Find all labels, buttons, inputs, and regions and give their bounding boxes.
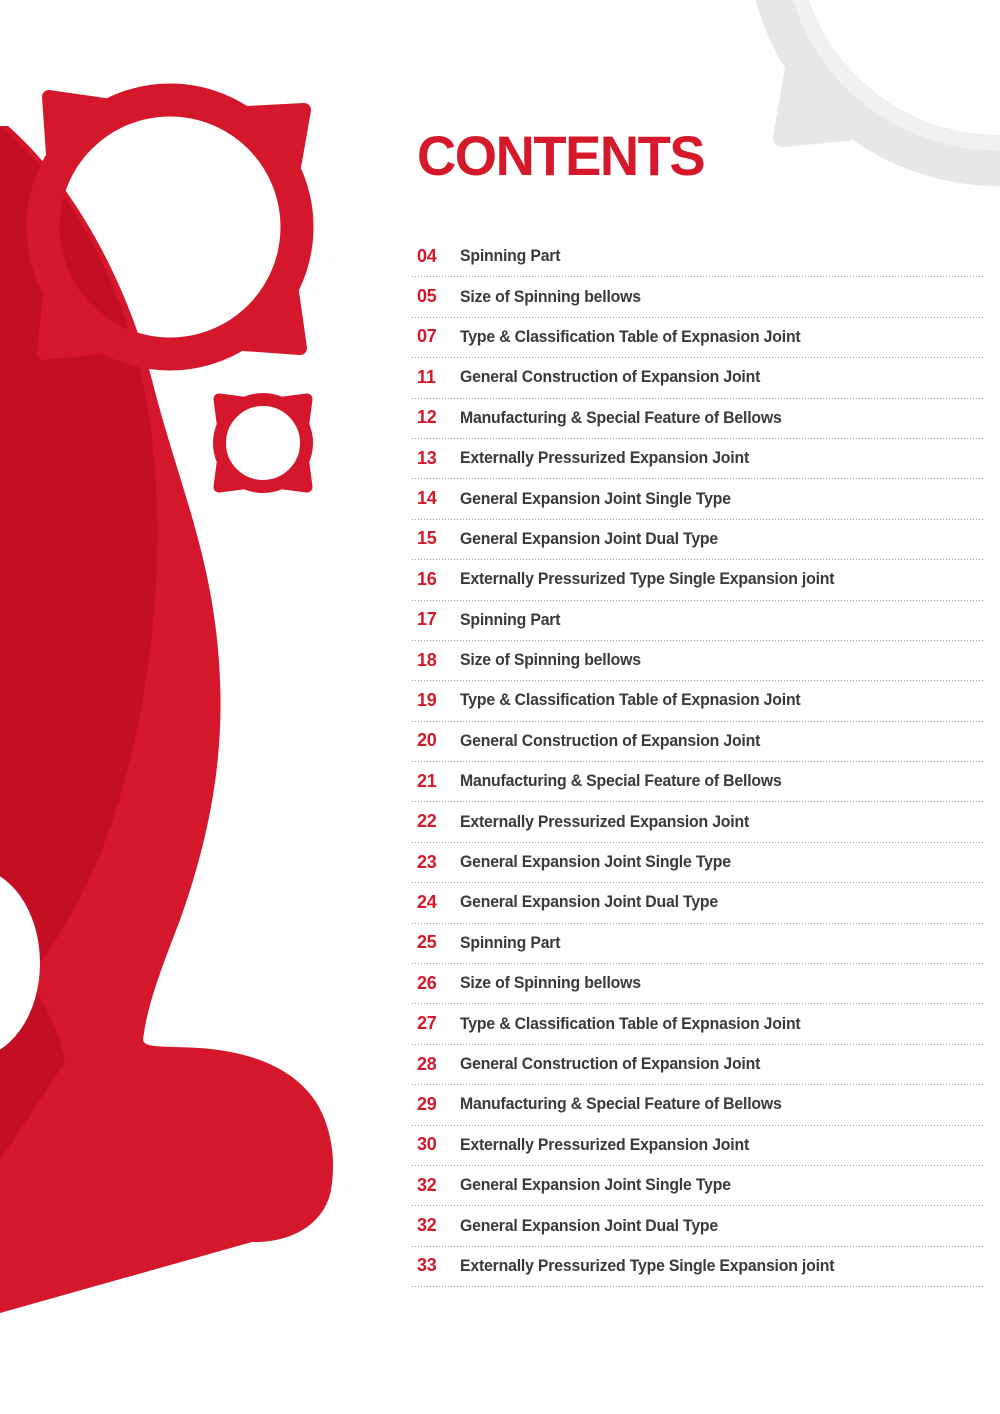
toc-page-number: 30: [417, 1134, 437, 1155]
toc-title: General Expansion Joint Single Type: [460, 1175, 731, 1195]
red-sweep-dark-shape: [0, 126, 158, 1160]
toc-title: General Construction of Expansion Joint: [460, 1054, 761, 1073]
toc-title: General Construction of Expansion Joint: [460, 730, 761, 750]
toc-page-number: 07: [417, 326, 437, 347]
toc-title: Manufacturing & Special Feature of Bello…: [460, 771, 782, 791]
toc-title: Type & Classification Table of Expnasion…: [460, 326, 801, 346]
toc-list: 04 Spinning Part 05 Size of Spinning bel…: [412, 237, 985, 1288]
page-title: CONTENTS: [417, 124, 706, 187]
toc-page-number: 26: [417, 972, 437, 993]
toc-page-number: 11: [417, 366, 436, 387]
toc-row: 30 Externally Pressurized Expansion Join…: [412, 1125, 985, 1166]
toc-page-number: 19: [417, 689, 437, 710]
toc-page-number: 12: [417, 407, 437, 428]
toc-page-number: 16: [417, 568, 437, 589]
toc-row: 25 Spinning Part: [412, 923, 985, 965]
toc-title: Externally Pressurized Type Single Expan…: [460, 569, 835, 589]
toc-title: General Expansion Joint Single Type: [460, 852, 731, 872]
toc-row: 29 Manufacturing & Special Feature of Be…: [412, 1085, 985, 1126]
toc-title: Spinning Part: [460, 609, 561, 629]
toc-page-number: 32: [417, 1174, 437, 1195]
toc-row: 22 Externally Pressurized Expansion Join…: [412, 802, 985, 843]
toc-page-number: 17: [417, 609, 437, 630]
toc-row: 07 Type & Classification Table of Expnas…: [412, 317, 985, 359]
toc-row: 28 General Construction of Expansion Joi…: [412, 1044, 985, 1086]
toc-row: 33 Externally Pressurized Type Single Ex…: [412, 1246, 985, 1288]
toc-row: 19 Type & Classification Table of Expnas…: [412, 681, 985, 722]
toc-page-number: 29: [417, 1093, 437, 1114]
toc-title: Type & Classification Table of Expnasion…: [460, 690, 801, 710]
toc-row: 04 Spinning Part: [412, 237, 985, 278]
toc-page-number: 18: [417, 649, 437, 670]
toc-page-number: 33: [417, 1255, 437, 1276]
toc-page-number: 24: [417, 891, 437, 912]
toc-row: 16 Externally Pressurized Type Single Ex…: [412, 560, 985, 601]
toc-title: Manufacturing & Special Feature of Bello…: [460, 1094, 782, 1114]
toc-row: 23 General Expansion Joint Single Type: [412, 842, 985, 884]
toc-title: Manufacturing & Special Feature of Bello…: [460, 407, 782, 427]
toc-page-number: 22: [417, 811, 437, 832]
toc-row: 12 Manufacturing & Special Feature of Be…: [412, 398, 985, 439]
toc-page-number: 04: [417, 245, 437, 266]
toc-row: 32 General Expansion Joint Single Type: [412, 1165, 985, 1207]
toc-page-number: 13: [417, 447, 437, 468]
toc-page-number: 27: [417, 1013, 437, 1034]
toc-title: Size of Spinning bellows: [460, 286, 641, 306]
toc-title: Spinning Part: [460, 246, 561, 266]
bellows-ring-gray-icon: [755, 0, 1000, 186]
toc-title: Spinning Part: [460, 932, 561, 952]
toc-title: Externally Pressurized Expansion Joint: [460, 811, 750, 831]
toc-row: 13 Externally Pressurized Expansion Join…: [412, 438, 985, 480]
toc-row: 27 Type & Classification Table of Expnas…: [412, 1004, 985, 1045]
toc-title: Size of Spinning bellows: [460, 973, 641, 993]
toc-title: General Expansion Joint Dual Type: [460, 892, 719, 912]
toc-page-number: 28: [417, 1053, 437, 1074]
toc-title: General Expansion Joint Dual Type: [460, 528, 719, 548]
toc-page-number: 21: [417, 770, 437, 791]
toc-title: General Expansion Joint Single Type: [460, 488, 731, 508]
toc-row: 26 Size of Spinning bellows: [412, 964, 985, 1005]
toc-title: General Expansion Joint Dual Type: [460, 1215, 719, 1235]
toc-page-number: 23: [417, 851, 437, 872]
toc-page-number: 15: [417, 528, 437, 549]
edge-notch: [0, 876, 40, 1050]
toc-row: 17 Spinning Part: [412, 600, 985, 641]
toc-row: 05 Size of Spinning bellows: [412, 277, 985, 318]
toc-page-number: 14: [417, 488, 437, 509]
toc-title: Size of Spinning bellows: [460, 650, 641, 670]
toc-page-number: 20: [417, 730, 437, 751]
toc-title: Externally Pressurized Expansion Joint: [460, 448, 750, 468]
toc-title: General Construction of Expansion Joint: [460, 367, 761, 387]
toc-page-number: 32: [417, 1215, 437, 1236]
toc-row: 32 General Expansion Joint Dual Type: [412, 1206, 985, 1247]
toc-page-number: 05: [417, 286, 437, 307]
toc-row: 21 Manufacturing & Special Feature of Be…: [412, 762, 985, 803]
toc-page-number: 25: [417, 932, 437, 953]
toc-title: Externally Pressurized Type Single Expan…: [460, 1255, 835, 1275]
toc-title: Externally Pressurized Expansion Joint: [460, 1134, 750, 1154]
toc-row: 11 General Construction of Expansion Joi…: [412, 358, 985, 399]
toc-title: Type & Classification Table of Expnasion…: [460, 1013, 801, 1033]
toc-row: 15 General Expansion Joint Dual Type: [412, 519, 985, 561]
bellows-ring-small-icon: [213, 393, 313, 493]
toc-row: 20 General Construction of Expansion Joi…: [412, 721, 985, 763]
bellows-ring-large-icon: [26, 83, 314, 371]
toc-row: 18 Size of Spinning bellows: [412, 640, 985, 682]
toc-row: 24 General Expansion Joint Dual Type: [412, 883, 985, 924]
toc-row: 14 General Expansion Joint Single Type: [412, 479, 985, 520]
